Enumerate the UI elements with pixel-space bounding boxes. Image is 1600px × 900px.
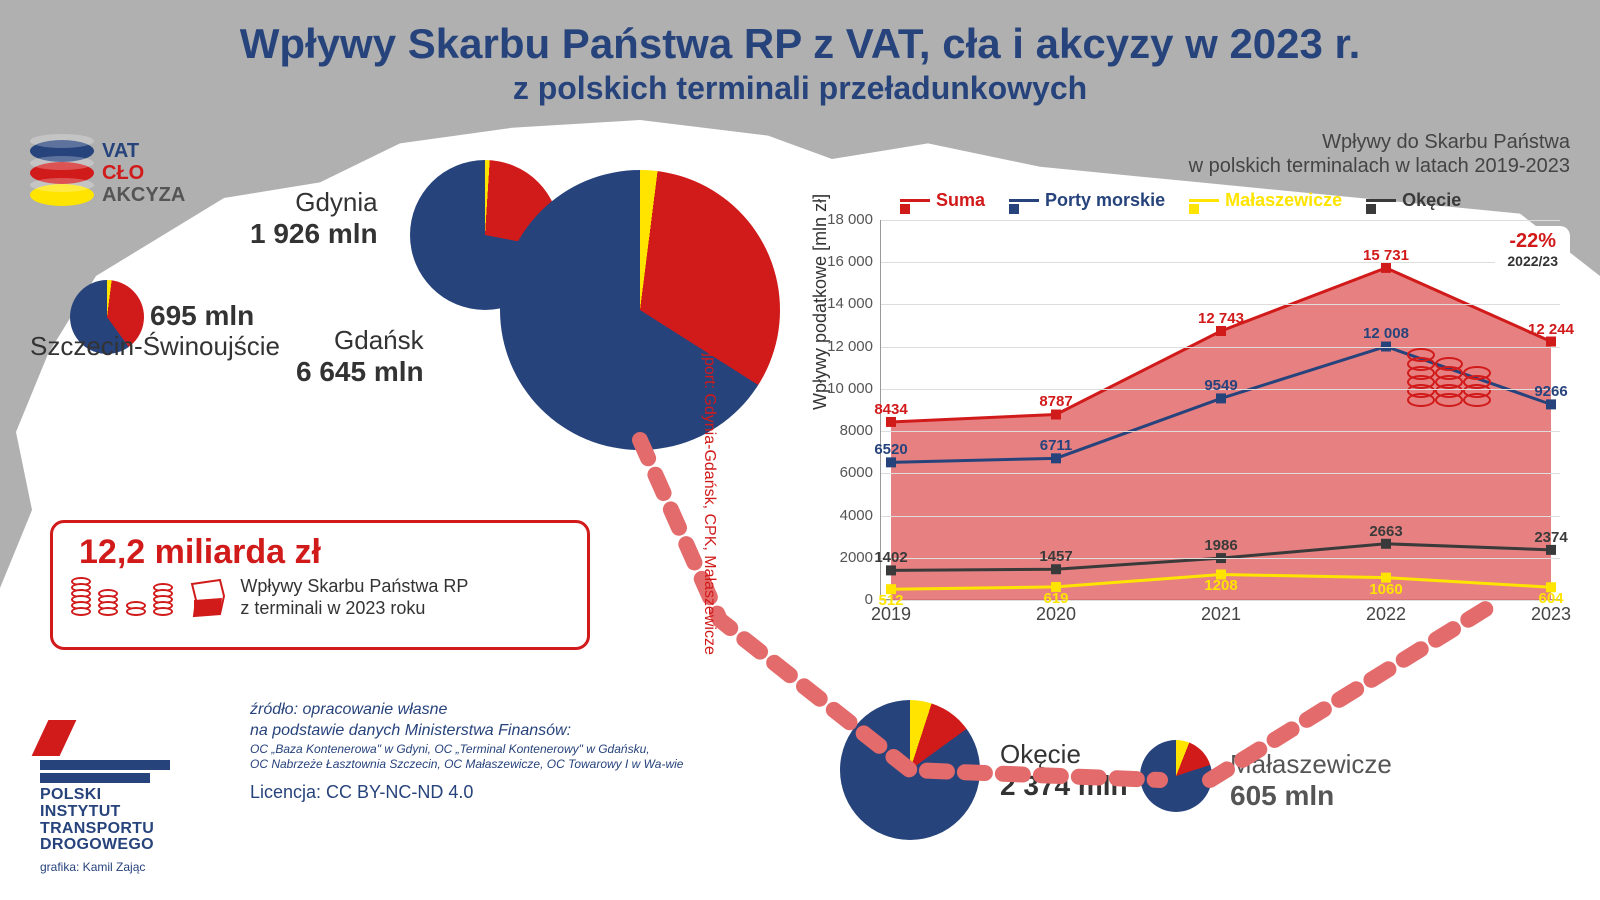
legend-item-okecie: Okęcie [1366, 190, 1461, 211]
corridor-label: Trójport: Gdynia-Gdańsk, CPK, Małaszewic… [700, 330, 718, 655]
legend-item-malaszewicze: Małaszewicze [1189, 190, 1342, 211]
legend-item-porty: Porty morskie [1009, 190, 1165, 211]
line-chart: Wpływy do Skarbu Państwa w polskich term… [800, 150, 1580, 650]
change-badge: -22% 2022/23 [1495, 226, 1570, 273]
legend-item-suma: Suma [900, 190, 985, 211]
summary-box: 12,2 miliarda zł Wpływy Skarbu Państwa R… [50, 520, 590, 650]
source-block: źródło: opracowanie własne na podstawie … [250, 700, 683, 804]
chart-title: Wpływy do Skarbu Państwa w polskich term… [1189, 130, 1570, 178]
coin-stack-icon [71, 580, 176, 616]
chart-legend: Suma Porty morskie Małaszewicze Okęcie [900, 190, 1461, 211]
summary-caption: Wpływy Skarbu Państwa RP z terminali w 2… [240, 576, 468, 619]
poland-flag-icon [190, 578, 226, 618]
summary-headline: 12,2 miliarda zł [79, 533, 569, 572]
chart-plot-area: 0200040006000800010 00012 00014 00016 00… [880, 220, 1560, 600]
institute-logo: POLSKI INSTYTUT TRANSPORTU DROGOWEGO gra… [40, 720, 170, 874]
